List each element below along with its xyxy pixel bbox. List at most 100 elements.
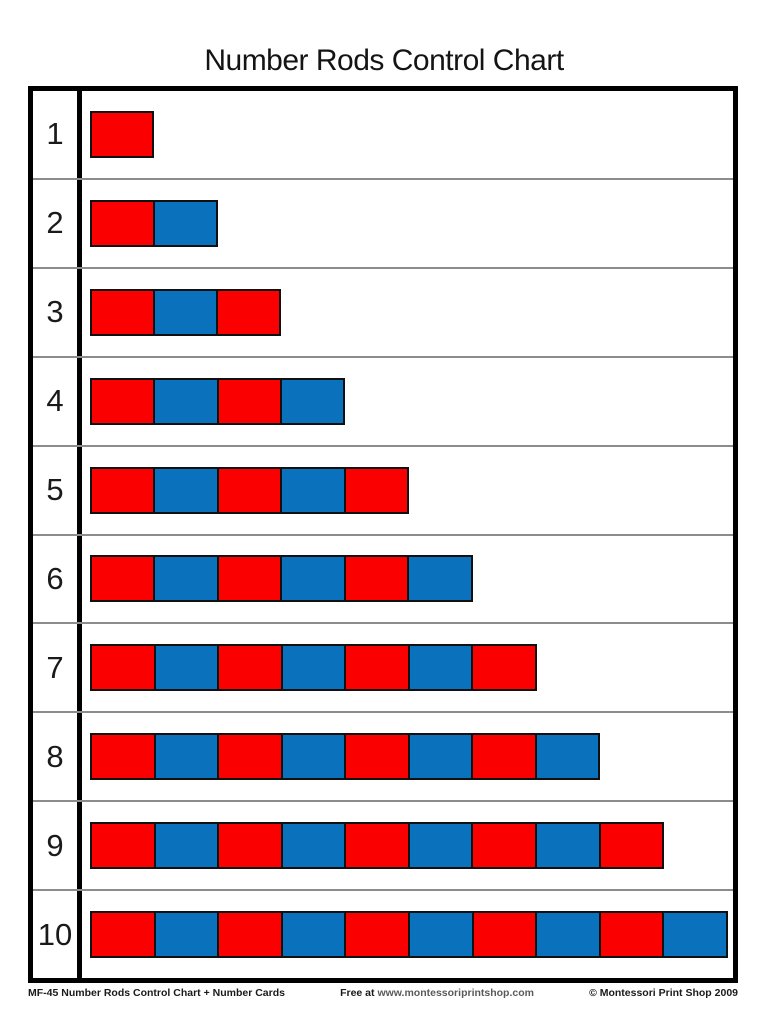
rod-area [82,713,733,800]
rod-area [82,91,733,178]
number-rod [90,644,537,692]
row-number-label: 4 [33,357,82,445]
rod-segment-red [217,735,281,779]
row-number-label: 6 [33,535,82,623]
row-number-label: 5 [33,446,82,534]
rod-segment-blue [153,735,218,779]
rod-row: 2 [33,177,733,267]
rod-segment-red [343,557,408,601]
rod-segment-blue [407,913,472,957]
footer-source-prefix: Free at [340,987,378,999]
rods-table: 1 2 3 4 5 6 7 8 9 10 [28,86,738,983]
row-number-label: 9 [33,802,82,890]
rod-segment-blue [153,468,217,512]
row-number-label: 10 [33,891,82,979]
number-rod [90,288,282,336]
rod-segment-red [92,557,154,601]
number-rod [90,377,346,425]
rod-row: 9 [33,800,733,890]
rod-row: 10 [33,889,733,979]
rod-segment-blue [280,468,344,512]
row-number-label: 1 [33,91,82,178]
rod-segment-red [216,290,280,334]
number-rod [90,466,409,514]
rod-segment-red [471,824,536,868]
rod-segment-blue [153,379,217,423]
rod-segment-blue [280,557,344,601]
row-number-label: 3 [33,268,82,356]
rod-segment-red [598,824,663,868]
rod-segment-red [92,913,154,957]
number-rod [90,911,728,959]
rod-segment-blue [407,824,472,868]
rod-segment-red [216,468,281,512]
rod-segment-red [92,379,154,423]
rod-segment-red [217,646,281,690]
rod-segment-red [344,824,408,868]
rod-segment-red [217,913,281,957]
rod-segment-red [92,112,152,156]
rod-segment-blue [153,290,217,334]
rod-segment-blue [152,201,216,245]
rod-segment-blue [279,379,344,423]
rod-segment-blue [662,913,726,957]
rod-area [82,269,733,356]
number-rod [90,199,218,247]
rod-segment-red [216,379,280,423]
rod-segment-red [92,468,154,512]
rod-segment-red [344,646,408,690]
rod-segment-red [344,913,408,957]
number-rod [90,110,154,158]
rod-segment-red [343,468,408,512]
rod-segment-blue [280,824,345,868]
footer-copyright: © Montessori Print Shop 2009 [589,987,738,999]
rod-segment-red [471,735,535,779]
rod-area [82,180,733,267]
rod-segment-red [92,646,154,690]
rod-segment-blue [153,557,217,601]
number-rod [90,555,473,603]
rod-area [82,358,733,445]
rod-segment-blue [153,913,218,957]
rod-segment-blue [535,913,599,957]
rod-segment-red [471,646,535,690]
rod-segment-red [344,735,408,779]
rod-segment-red [471,913,536,957]
rod-segment-blue [153,824,218,868]
rod-segment-blue [535,824,599,868]
rod-segment-blue [407,557,471,601]
footer-source-url: www.montessoriprintshop.com [377,987,534,999]
rod-area [82,891,733,978]
rod-area [82,802,733,889]
rod-segment-blue [407,646,472,690]
rod-area [82,536,733,623]
rod-row: 4 [33,355,733,445]
rod-segment-red [598,913,663,957]
footer-product-code: MF-45 Number Rods Control Chart + Number… [28,987,285,999]
rod-segment-blue [280,913,345,957]
rod-segment-red [216,557,281,601]
page-footer: MF-45 Number Rods Control Chart + Number… [28,987,738,999]
rod-segment-blue [534,735,599,779]
rod-segment-red [92,824,154,868]
rod-row: 7 [33,622,733,712]
rod-segment-red [217,824,281,868]
rod-row: 8 [33,711,733,801]
chart-title: Number Rods Control Chart [204,44,564,77]
row-number-label: 8 [33,713,82,801]
number-rod [90,822,665,870]
rod-segment-red [92,735,154,779]
row-number-label: 2 [33,179,82,267]
rod-segment-blue [153,646,218,690]
number-rod [90,733,601,781]
rod-row: 6 [33,533,733,623]
rod-row: 5 [33,444,733,534]
rod-area [82,447,733,534]
row-number-label: 7 [33,624,82,712]
rod-area [82,624,733,711]
rod-row: 3 [33,266,733,356]
rod-segment-blue [407,735,472,779]
rod-segment-red [92,290,154,334]
rod-segment-blue [280,735,345,779]
